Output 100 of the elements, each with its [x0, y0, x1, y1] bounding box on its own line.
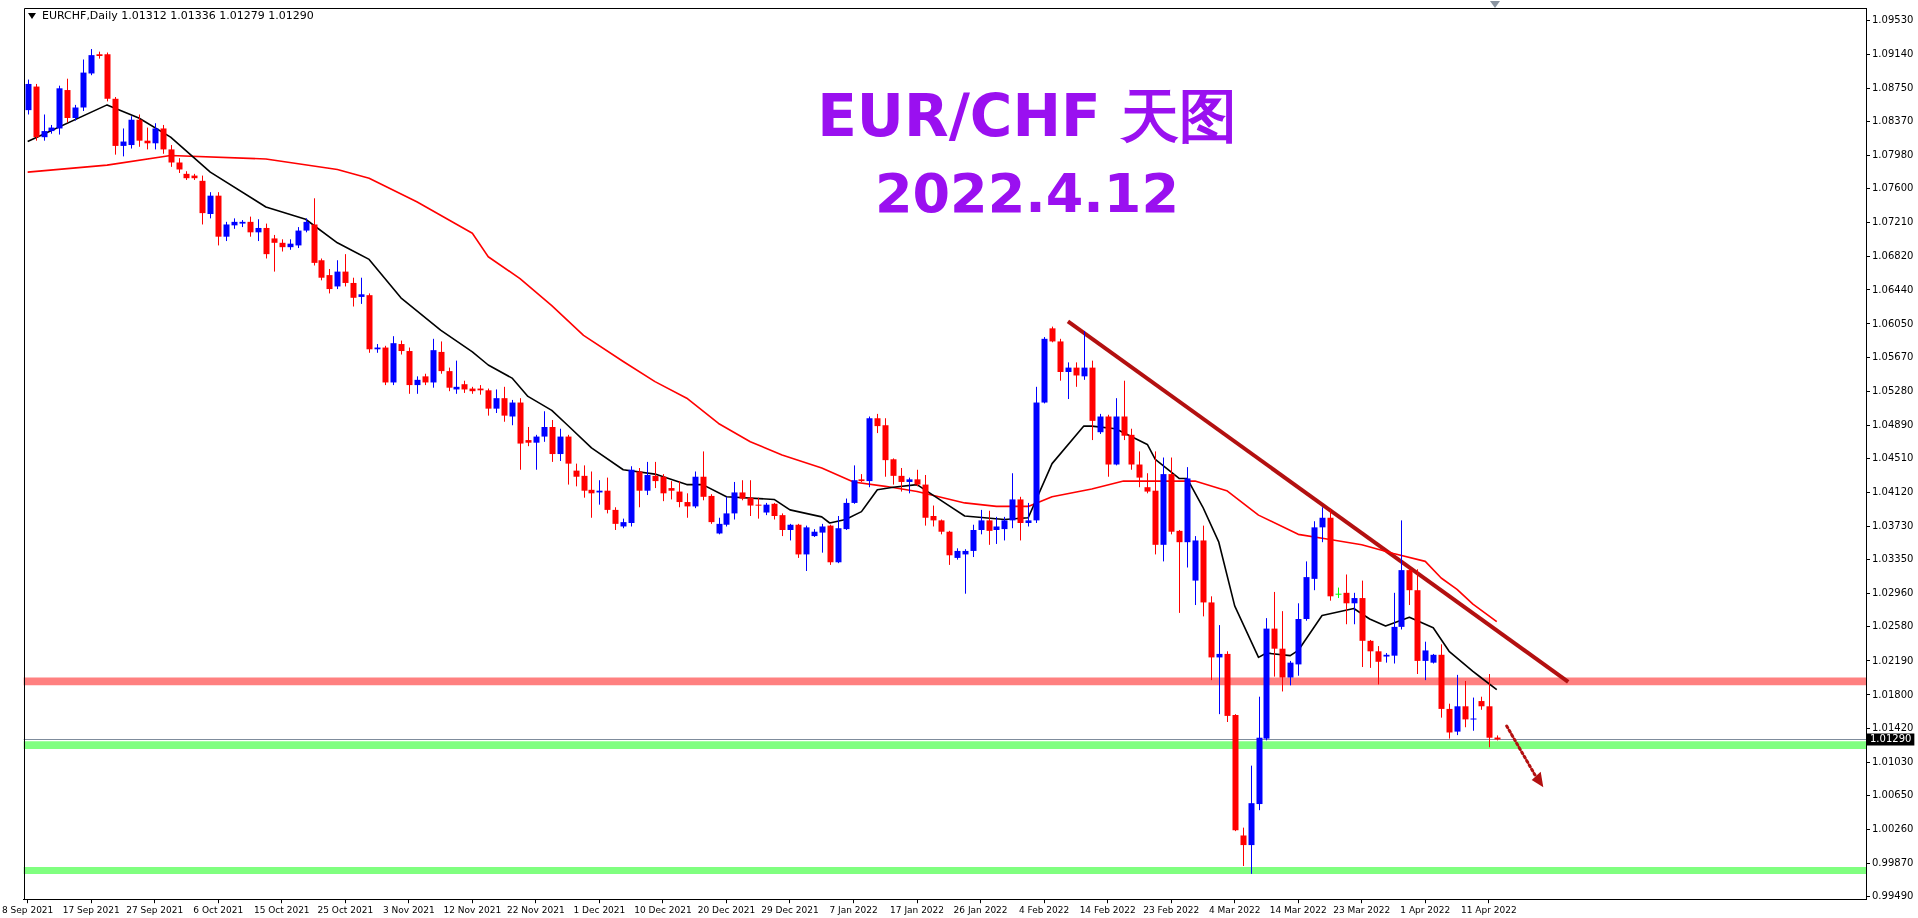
- candlestick: [660, 473, 667, 502]
- candlestick: [223, 221, 230, 242]
- x-tick-label: 27 Sep 2021: [126, 904, 184, 915]
- candlestick: [1367, 639, 1374, 669]
- candlestick: [652, 461, 659, 489]
- candlestick: [668, 480, 675, 500]
- y-tick-label: 1.01420: [1872, 721, 1914, 733]
- x-tick-label: 25 Oct 2021: [317, 904, 374, 915]
- candlestick: [573, 463, 580, 487]
- candlestick: [636, 467, 643, 508]
- candlestick: [1271, 591, 1278, 678]
- candlestick: [1001, 516, 1008, 541]
- candlestick: [1422, 641, 1429, 681]
- candlestick: [1136, 450, 1143, 488]
- candlestick: [493, 388, 500, 414]
- candlestick: [541, 410, 548, 443]
- candlestick: [779, 512, 786, 537]
- y-tick-label: 1.09530: [1872, 13, 1914, 25]
- candlestick: [88, 48, 95, 76]
- candlestick: [898, 467, 905, 493]
- candlestick: [152, 122, 159, 150]
- x-tick-label: 20 Dec 2021: [697, 904, 756, 915]
- x-tick-label: 8 Sep 2021: [2, 904, 54, 915]
- y-tick-label: 1.04120: [1872, 486, 1914, 498]
- candlestick: [207, 191, 214, 219]
- y-tick-label: 1.05280: [1872, 384, 1914, 396]
- y-tick-label: 1.05670: [1872, 350, 1914, 362]
- y-tick-label: 1.00650: [1872, 788, 1914, 800]
- x-tick-label: 17 Sep 2021: [62, 904, 120, 915]
- candlestick: [350, 277, 357, 308]
- candlestick: [1009, 472, 1016, 529]
- x-tick-label: 22 Nov 2021: [507, 904, 565, 915]
- y-tick-label: 1.03350: [1872, 553, 1914, 565]
- x-tick-label: 14 Mar 2022: [1269, 904, 1327, 915]
- y-tick-label: 0.99490: [1872, 890, 1914, 902]
- candlestick: [731, 481, 738, 520]
- x-tick-label: 23 Feb 2022: [1143, 904, 1200, 915]
- candlestick: [1240, 827, 1247, 867]
- y-tick-label: 1.06440: [1872, 283, 1914, 295]
- candlestick: [978, 509, 985, 535]
- ref-line-label: 1.01290: [1870, 733, 1912, 745]
- text: 2022.4.12: [873, 162, 1180, 225]
- y-tick-label: 1.03730: [1872, 520, 1914, 532]
- candlestick: [1335, 587, 1342, 599]
- candlestick: [1319, 506, 1326, 543]
- candlestick: [890, 457, 897, 486]
- candlestick: [1343, 573, 1350, 625]
- candlestick: [1446, 703, 1453, 740]
- candlestick: [604, 477, 611, 514]
- y-tick-label: 1.01030: [1872, 755, 1914, 767]
- x-tick-label: 4 Feb 2022: [1018, 904, 1070, 915]
- text: EUR/CHF 天图: [816, 81, 1238, 152]
- candlestick: [874, 413, 881, 434]
- candlestick: [1470, 697, 1477, 732]
- candlestick: [1406, 567, 1413, 606]
- candlestick: [930, 505, 937, 527]
- candlestick: [1097, 413, 1104, 435]
- candlestick: [501, 386, 508, 423]
- candlestick: [247, 216, 254, 238]
- candlestick: [1025, 502, 1032, 527]
- x-tick-label: 10 Dec 2021: [634, 904, 692, 915]
- candlestick: [1375, 645, 1382, 685]
- candlestick: [446, 367, 453, 392]
- candlestick: [739, 479, 746, 501]
- candlestick: [533, 434, 540, 471]
- y-tick-label: 1.02580: [1872, 620, 1914, 632]
- candlestick: [342, 253, 349, 287]
- candlestick: [819, 523, 826, 554]
- candlestick: [1176, 529, 1183, 614]
- candlestick: [700, 450, 707, 501]
- x-tick-label: 15 Oct 2021: [253, 904, 310, 915]
- candlestick: [755, 497, 762, 520]
- annotation: EURCHF,Daily 1.01312 1.01336 1.01279 1.01290: [42, 9, 314, 22]
- candlestick: [1462, 680, 1469, 728]
- candlestick: [334, 259, 341, 290]
- y-tick-label: 1.04890: [1872, 418, 1914, 430]
- x-tick-label: 1 Apr 2022: [1400, 904, 1451, 915]
- candlestick: [1081, 330, 1088, 381]
- x-tick-label: 23 Mar 2022: [1333, 904, 1391, 915]
- candlestick: [295, 226, 302, 249]
- x-tick-label: 1 Dec 2021: [573, 904, 626, 915]
- candlestick: [509, 399, 516, 426]
- y-tick-label: 1.01800: [1872, 688, 1914, 700]
- candlestick: [970, 524, 977, 558]
- candlestick: [946, 530, 953, 566]
- y-tick-label: 1.07210: [1872, 216, 1914, 228]
- candlestick: [120, 127, 127, 157]
- candlestick: [993, 516, 1000, 545]
- y-tick-label: 1.02960: [1872, 587, 1914, 599]
- candlestick: [676, 480, 683, 508]
- x-tick-label: 11 Apr 2022: [1460, 904, 1517, 915]
- y-tick-label: 1.06820: [1872, 250, 1914, 262]
- candlestick: [1287, 660, 1294, 686]
- x-tick-label: 14 Feb 2022: [1079, 904, 1136, 915]
- x-tick-label: 12 Nov 2021: [443, 904, 502, 915]
- candlestick: [851, 464, 858, 505]
- candlestick: [525, 426, 532, 447]
- candlestick: [986, 510, 993, 546]
- y-tick-label: 1.00260: [1872, 822, 1914, 834]
- candlestick: [438, 340, 445, 375]
